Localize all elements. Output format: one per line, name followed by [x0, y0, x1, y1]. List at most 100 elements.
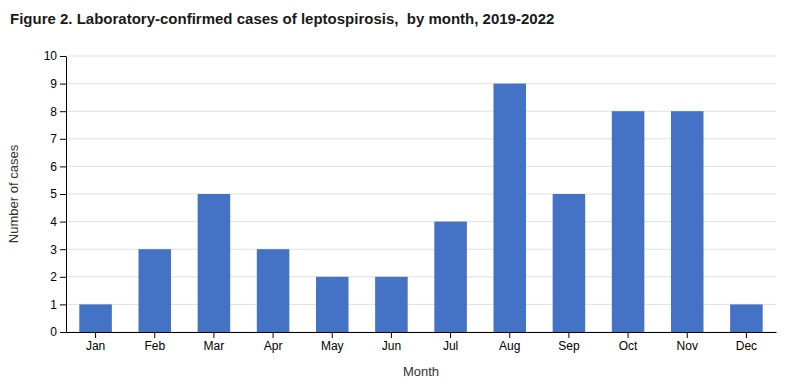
- bar: [671, 111, 704, 332]
- grid-line: [66, 304, 776, 305]
- y-tick-label: 3: [50, 243, 57, 257]
- grid-line: [66, 221, 776, 222]
- grid: [66, 56, 776, 332]
- x-tick: Nov: [677, 332, 698, 353]
- plot-area: Jan Feb Mar Apr May Jun Jul Aug Sep Oct Nov Dec 0 1 2 3…: [44, 49, 777, 352]
- y-tick-mark: [60, 277, 66, 278]
- x-tick: May: [321, 332, 344, 353]
- bar: [198, 194, 231, 332]
- x-tick-mark: [273, 332, 274, 338]
- x-tick-label: Feb: [144, 339, 165, 353]
- y-tick: 10: [44, 49, 66, 63]
- x-tick-mark: [568, 332, 569, 338]
- bar: [434, 222, 467, 332]
- grid-line: [66, 249, 776, 250]
- y-tick: 9: [50, 77, 66, 91]
- grid-line: [66, 83, 776, 84]
- x-tick: Oct: [619, 332, 638, 353]
- y-tick-mark: [60, 304, 66, 305]
- bar: [730, 304, 763, 332]
- x-tick: Sep: [558, 332, 580, 353]
- y-tick-label: 1: [50, 298, 57, 312]
- y-tick-label: 0: [50, 325, 57, 339]
- bar: [375, 277, 408, 332]
- bar: [138, 249, 171, 332]
- bar: [612, 111, 645, 332]
- x-tick: Dec: [736, 332, 757, 353]
- y-tick: 2: [50, 270, 66, 284]
- bars: [79, 84, 762, 332]
- chart-svg: Figure 2. Laboratory-confirmed cases of …: [0, 0, 800, 390]
- x-tick-mark: [332, 332, 333, 338]
- grid-line: [66, 166, 776, 167]
- y-tick-mark: [60, 249, 66, 250]
- x-tick: Feb: [144, 332, 165, 353]
- x-tick: Jan: [86, 332, 105, 353]
- x-tick: Apr: [264, 332, 283, 353]
- x-tick-label: Jun: [382, 339, 401, 353]
- grid-line: [66, 332, 776, 333]
- y-tick-label: 6: [50, 160, 57, 174]
- x-axis-line: [67, 332, 777, 333]
- title: Figure 2. Laboratory-confirmed cases of …: [10, 10, 554, 27]
- y-tick-label: 2: [50, 270, 57, 284]
- x-tick-mark: [746, 332, 747, 338]
- bar: [553, 194, 586, 332]
- y-tick: 7: [50, 132, 66, 146]
- y-tick-label: 5: [50, 187, 57, 201]
- bar: [493, 84, 526, 332]
- y-tick: 6: [50, 160, 66, 174]
- x-tick-label: Dec: [736, 339, 757, 353]
- chart-container: Figure 2. Laboratory-confirmed cases of …: [0, 0, 800, 390]
- y-tick-label: 8: [50, 105, 57, 119]
- y-tick-mark: [60, 139, 66, 140]
- y-tick-mark: [60, 166, 66, 167]
- grid-line: [66, 56, 776, 57]
- x-tick-label: Jan: [86, 339, 105, 353]
- x-tick-mark: [154, 332, 155, 338]
- y-tick-mark: [60, 111, 66, 112]
- x-tick-label: Aug: [499, 339, 520, 353]
- x-tick-label: Oct: [619, 339, 638, 353]
- x-tick-mark: [95, 332, 96, 338]
- bar: [316, 277, 349, 332]
- grid-line: [66, 111, 776, 112]
- y-tick: 4: [50, 215, 66, 229]
- x-tick-label: Apr: [264, 339, 283, 353]
- y-tick: 1: [50, 298, 66, 312]
- x-tick-mark: [213, 332, 214, 338]
- x-tick-label: Mar: [204, 339, 225, 353]
- y-tick: 0: [50, 325, 66, 339]
- x-tick: Jun: [382, 332, 401, 353]
- y-axis: 0 1 2 3 4 5 6 7 8 9 10: [44, 49, 67, 339]
- y-tick: 5: [50, 187, 66, 201]
- y-tick-mark: [60, 332, 66, 333]
- x-tick-mark: [509, 332, 510, 338]
- y-tick-mark: [60, 222, 66, 223]
- y-tick-mark: [60, 84, 66, 85]
- y-tick: 8: [50, 105, 66, 119]
- x-tick-mark: [628, 332, 629, 338]
- y-tick-label: 9: [50, 77, 57, 91]
- x-tick-label: Jul: [443, 339, 458, 353]
- y-tick-label: 4: [50, 215, 57, 229]
- x-axis-title: Month: [403, 364, 439, 379]
- y-tick-label: 7: [50, 132, 57, 146]
- x-tick-mark: [687, 332, 688, 338]
- y-axis-line: [66, 57, 67, 333]
- bar: [257, 249, 290, 332]
- x-tick-label: Sep: [558, 339, 580, 353]
- x-tick: Aug: [499, 332, 520, 353]
- y-tick-label: 10: [44, 49, 58, 63]
- x-tick-label: May: [321, 339, 344, 353]
- grid-line: [66, 194, 776, 195]
- x-axis: Jan Feb Mar Apr May Jun Jul Aug Sep Oct Nov Dec: [67, 332, 777, 353]
- y-tick-mark: [60, 194, 66, 195]
- x-tick-mark: [450, 332, 451, 338]
- x-tick: Mar: [204, 332, 225, 353]
- y-tick: 3: [50, 243, 66, 257]
- grid-line: [66, 276, 776, 277]
- y-tick-mark: [60, 56, 66, 57]
- y-axis-title: Number of cases: [6, 144, 21, 243]
- bar: [79, 304, 112, 332]
